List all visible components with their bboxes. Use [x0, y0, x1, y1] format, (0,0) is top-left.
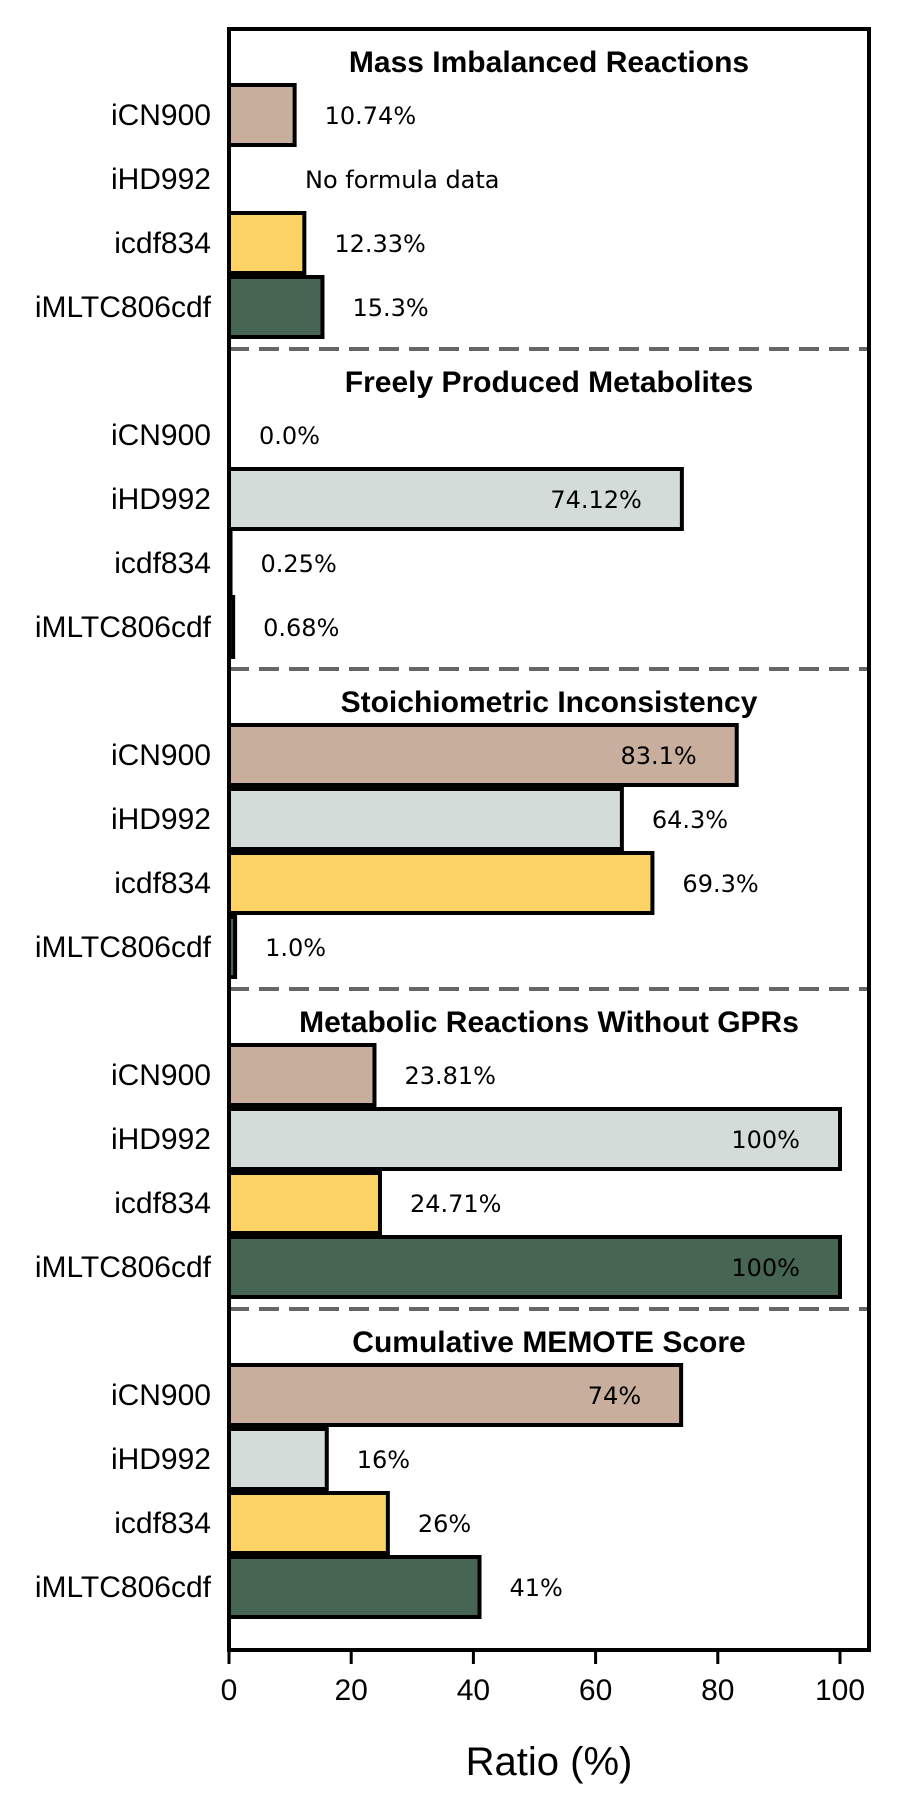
panel-title: Stoichiometric Inconsistency [341, 686, 758, 719]
x-tick-label: 40 [457, 1674, 490, 1707]
category-label: icdf834 [114, 867, 211, 900]
x-axis: 0 20 40 60 80 100 Ratio (%) [221, 1650, 865, 1784]
category-label: iMLTC806cdf [35, 611, 212, 644]
category-label: iHD992 [111, 163, 211, 196]
x-tick-label: 20 [335, 1674, 368, 1707]
value-label: 0.0% [259, 422, 320, 450]
category-label: iHD992 [111, 1123, 211, 1156]
value-label: 41% [510, 1574, 563, 1602]
x-tick-label: 100 [815, 1674, 865, 1707]
bar-icn900 [227, 723, 739, 787]
x-tick-label: 60 [579, 1674, 612, 1707]
bar-icdf834 [227, 1171, 382, 1235]
value-label: 24.71% [410, 1190, 502, 1218]
frame-layer [227, 27, 871, 1652]
bar-icdf834 [227, 851, 655, 915]
panel-metabolic-reactions-without-gprs: Metabolic Reactions Without GPRs iCN900 23… [35, 1006, 869, 1311]
bar-icn900 [227, 83, 297, 147]
value-label: 1.0% [265, 934, 326, 962]
category-label: icdf834 [114, 227, 211, 260]
plot-frame [227, 27, 871, 1652]
value-label: 83.1% [620, 742, 696, 770]
panel-title: Mass Imbalanced Reactions [349, 46, 749, 79]
panel-freely-produced-metabolites: Freely Produced Metabolites iCN900 0.0% iHD… [35, 366, 869, 671]
panel-cumulative-memote-score: Cumulative MEMOTE Score iCN900 74% iHD992 16… [35, 1326, 746, 1619]
value-label: 100% [731, 1126, 800, 1154]
value-label: 69.3% [682, 870, 758, 898]
category-label: iCN900 [111, 1379, 211, 1412]
value-label: 12.33% [334, 230, 426, 258]
bar-ihd992 [227, 1107, 842, 1171]
panel-mass-imbalanced-reactions: Mass Imbalanced Reactions iCN900 10.74% iHD… [35, 46, 869, 351]
value-label: 74% [588, 1382, 641, 1410]
x-tick-label: 80 [701, 1674, 734, 1707]
category-label: iHD992 [111, 483, 211, 516]
bar-icn900 [227, 1043, 377, 1107]
value-label: 64.3% [652, 806, 728, 834]
category-label: iHD992 [111, 1443, 211, 1476]
bar-icdf834 [227, 211, 307, 275]
category-label: icdf834 [114, 547, 211, 580]
panel-title: Cumulative MEMOTE Score [352, 1326, 745, 1359]
x-tick-label: 0 [221, 1674, 238, 1707]
category-label: icdf834 [114, 1187, 211, 1220]
panel-title: Freely Produced Metabolites [345, 366, 753, 399]
value-label: 74.12% [550, 486, 642, 514]
panel-title: Metabolic Reactions Without GPRs [299, 1006, 799, 1039]
category-label: icdf834 [114, 1507, 211, 1540]
category-label: iHD992 [111, 803, 211, 836]
x-axis-label: Ratio (%) [466, 1740, 633, 1784]
value-label: 0.25% [261, 550, 337, 578]
category-label: iCN900 [111, 99, 211, 132]
bar-icdf834 [227, 1491, 390, 1555]
bar-ihd992 [227, 787, 624, 851]
value-label: 0.68% [263, 614, 339, 642]
category-label: iMLTC806cdf [35, 291, 212, 324]
category-label: iCN900 [111, 419, 211, 452]
value-label: 26% [418, 1510, 471, 1538]
bar-imltc806cdf [227, 1555, 482, 1619]
category-label: iMLTC806cdf [35, 1251, 212, 1284]
value-label: 15.3% [352, 294, 428, 322]
value-label: 16% [357, 1446, 410, 1474]
bar-ihd992 [227, 467, 684, 531]
panel-stoichiometric-inconsistency: Stoichiometric Inconsistency iCN900 83.1% i… [35, 686, 869, 991]
value-label: 100% [731, 1254, 800, 1282]
category-label: iMLTC806cdf [35, 1571, 212, 1604]
value-label: No formula data [305, 166, 500, 194]
bar-ihd992 [227, 1427, 329, 1491]
bar-icn900 [227, 1363, 684, 1427]
category-label: iCN900 [111, 1059, 211, 1092]
category-label: iMLTC806cdf [35, 931, 212, 964]
value-label: 10.74% [325, 102, 417, 130]
bar-imltc806cdf [227, 275, 325, 339]
category-label: iCN900 [111, 739, 211, 772]
panels-layer: Mass Imbalanced Reactions iCN900 10.74% iHD… [35, 46, 869, 1619]
value-label: 23.81% [404, 1062, 496, 1090]
